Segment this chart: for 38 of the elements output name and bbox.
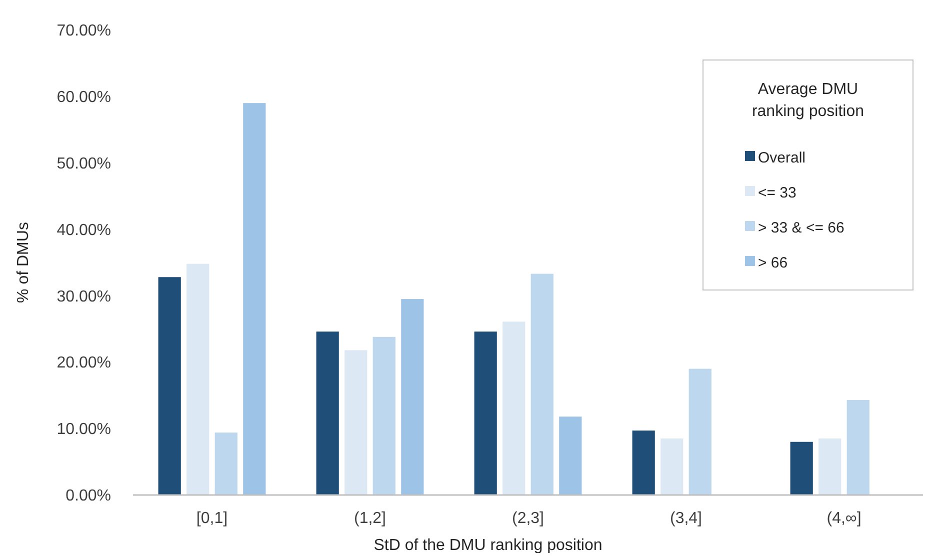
y-axis-title: % of DMUs: [15, 222, 32, 303]
bar: [846, 400, 870, 495]
bar: [660, 438, 684, 495]
y-tick-label: 30.00%: [56, 288, 111, 306]
bar: [818, 438, 842, 495]
x-axis-title: StD of the DMU ranking position: [374, 537, 602, 554]
y-tick-label: 0.00%: [66, 488, 111, 505]
bar: [688, 368, 712, 495]
y-tick-label: 20.00%: [56, 354, 111, 372]
bar: [344, 350, 368, 495]
legend-label: <= 33: [758, 184, 796, 202]
bar: [401, 299, 424, 495]
legend-label: Overall: [758, 149, 806, 166]
bar: [372, 336, 396, 495]
bar: [243, 103, 266, 495]
y-tick-label: 60.00%: [56, 89, 111, 106]
bar: [530, 274, 554, 495]
x-tick-label: (2,3]: [512, 510, 544, 527]
x-tick-label: (1,2]: [354, 510, 386, 527]
bar: [559, 416, 582, 495]
legend-label: > 33 & <= 66: [758, 219, 844, 236]
bar: [632, 430, 655, 495]
y-tick-label: 10.00%: [56, 421, 111, 438]
bar: [790, 442, 813, 495]
bar: [502, 322, 526, 495]
legend-label: > 66: [758, 254, 788, 272]
x-tick-label: (4,∞]: [826, 510, 862, 527]
legend-title: Average DMU ranking position: [752, 81, 864, 120]
y-tick-label: 70.00%: [56, 22, 111, 40]
bar: [186, 264, 210, 495]
bar: [474, 332, 497, 495]
y-tick-label: 50.00%: [56, 155, 111, 172]
bar: [158, 277, 181, 495]
bar: [214, 432, 238, 495]
x-tick-label: (3,4]: [670, 510, 702, 527]
bar: [316, 332, 339, 495]
x-tick-label: [0,1]: [196, 510, 228, 527]
y-tick-label: 40.00%: [56, 222, 111, 239]
